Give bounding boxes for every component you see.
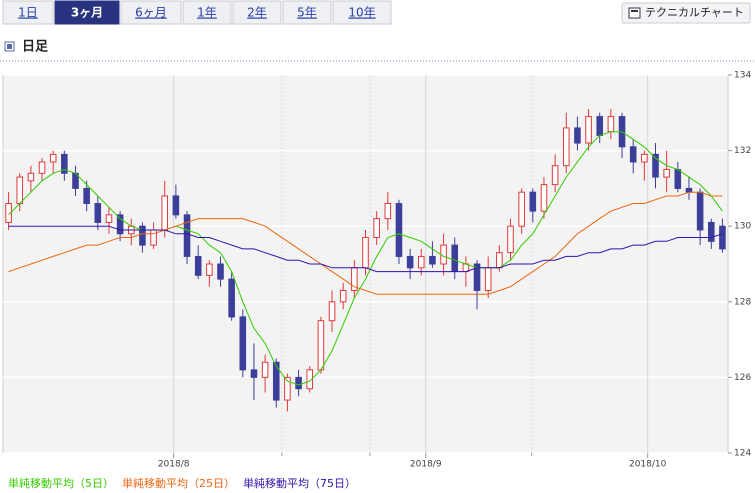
tab-label[interactable]: 1日 [18,6,38,20]
candle-body [696,191,704,231]
candle-body [585,116,592,144]
y-tick-label: 132 [734,146,751,156]
candle-body [629,146,637,163]
legend-entry: 単純移動平均（25日） [122,476,235,490]
candle-body [685,187,693,193]
candle-body [284,376,291,401]
x-tick-label: 2018/8 [158,460,190,470]
moving-average-line [8,131,723,386]
candle-body [317,320,325,371]
candle-body [161,195,169,231]
candle-body [707,221,715,242]
candle-body [362,237,369,269]
candle-body [183,214,191,257]
moving-average-line [8,225,723,273]
tab-label[interactable]: 6ヶ月 [135,6,167,20]
tab[interactable] [2,0,54,25]
candle-body [38,161,46,174]
tab-label[interactable]: 5年 [297,6,317,20]
candle-body [496,252,503,269]
y-tick-label: 124 [734,449,751,459]
tab[interactable] [54,0,120,25]
candle-body [83,187,90,205]
x-tick-label: 2018/10 [629,460,667,470]
candle-body [172,195,180,216]
tab-label[interactable]: 2年 [247,6,267,20]
candle-body [451,244,459,273]
candle-body [295,376,302,390]
candle-body [94,203,102,223]
candle-body [250,369,258,378]
button-icon-bar [631,10,638,12]
tab[interactable] [332,0,392,25]
candle-body [339,289,347,303]
section-title: 日足 [22,40,49,55]
candle-body [507,225,514,254]
legend-entry: 単純移動平均（75日） [243,476,356,490]
candle-body [607,116,615,133]
candle-body [5,203,12,223]
candle-body [484,267,492,291]
tab[interactable] [182,0,232,25]
candle-body [150,229,157,246]
section-icon-fill [7,44,12,49]
legend-entry: 単純移動平均（5日） [8,476,114,490]
tab-bar: 1日 3ヶ月 6ヶ月 1年 2年 5年 10年 [2,0,392,25]
candle-body [272,361,280,401]
candle-body [596,116,604,136]
candle-body [663,169,670,178]
tab-label[interactable]: 1年 [197,6,217,20]
button-label[interactable]: テクニカルチャート [645,6,744,19]
moving-average-line [8,191,723,295]
candle-body [373,218,380,239]
candle-body [429,255,436,265]
candle-body [652,153,659,178]
candle-body [49,153,57,163]
tab-label[interactable]: 3ヶ月 [71,6,103,20]
candle-body [306,369,314,390]
candle-body [529,191,537,212]
candle-body [417,255,425,269]
tab[interactable] [282,0,332,25]
candle-body [261,361,269,378]
candle-body [473,263,481,291]
y-tick-label: 128 [734,297,751,307]
candle-body [562,127,570,167]
candle-body [719,225,726,250]
y-tick-label: 130 [734,222,751,232]
candle-body [406,255,414,269]
y-tick-label: 134 [734,71,751,81]
candle-body [194,255,202,276]
candle-body [239,316,247,371]
candle-body [574,127,581,144]
plot: 124 126 128 130 132 134 2018/8 2018/9 2018/10 [3,71,751,470]
tab-label[interactable]: 10年 [348,6,375,20]
candle-body [27,172,35,182]
candle-body [328,301,336,322]
tab[interactable] [232,0,282,25]
button-icon [628,7,641,19]
candle-body [139,225,146,246]
candle-body [61,153,68,174]
candle-body [395,203,403,257]
candle-body [641,153,648,163]
candle-body [228,278,235,318]
tab[interactable] [120,0,182,25]
candle-body [384,203,392,220]
y-tick-label: 126 [734,373,751,383]
candle-body [116,214,124,235]
candle-body [105,214,113,223]
candle-body [518,191,525,227]
candle-body [540,184,548,212]
technical-chart-button[interactable] [621,2,751,24]
candle-body [551,165,559,186]
x-tick-label: 2018/9 [410,460,442,470]
candle-body [206,263,213,276]
candle-body [674,169,682,189]
candle-body [16,176,24,205]
candle-body [217,263,224,280]
